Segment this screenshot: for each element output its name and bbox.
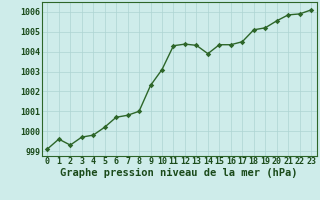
X-axis label: Graphe pression niveau de la mer (hPa): Graphe pression niveau de la mer (hPa) [60,168,298,178]
